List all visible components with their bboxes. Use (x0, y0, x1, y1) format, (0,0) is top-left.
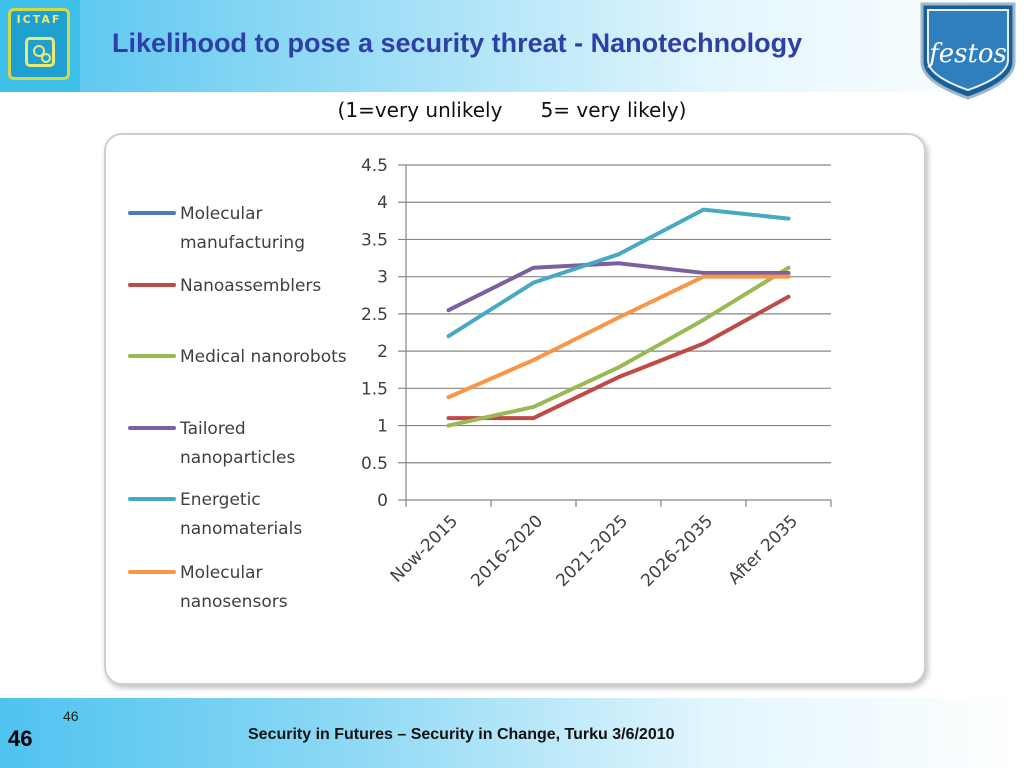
y-tick-label: 1 (377, 417, 388, 437)
series-line-2 (446, 265, 791, 428)
y-tick-label: 1.5 (361, 379, 388, 399)
series-line-4 (446, 207, 791, 339)
legend-label: manufacturing (180, 233, 305, 253)
series-line-5 (446, 274, 791, 400)
y-tick-label: 3.5 (361, 230, 388, 250)
legend-label: Energetic (180, 490, 261, 510)
festos-logo: festos (918, 0, 1018, 100)
ictaf-logo-frame: ICTAF (8, 8, 70, 80)
chip-icon (25, 37, 55, 67)
y-tick-label: 4 (377, 193, 388, 213)
x-tick-label: 2021-2025 (552, 511, 632, 591)
header-band (0, 0, 1024, 92)
festos-shield-icon: festos (920, 2, 1016, 100)
x-tick-label: After 2035 (725, 511, 802, 588)
chart-subtitle: (1=very unlikely 5= very likely) (337, 98, 687, 122)
chart-card: 4.5 4 3.5 3 2.5 2 1.5 1 0.5 0 Now-2015 2016-2020 202… (104, 133, 926, 685)
x-tick-label: 2026-2035 (637, 511, 717, 591)
legend-label: Tailored (179, 419, 246, 439)
festos-logo-text: festos (927, 39, 1007, 69)
legend-label: nanomaterials (180, 519, 302, 539)
y-tick-label: 0.5 (361, 454, 388, 474)
footer-band (0, 698, 1024, 768)
series-line-3 (446, 261, 791, 313)
page-title: Likelihood to pose a security threat - N… (112, 28, 803, 58)
y-tick-label: 3 (377, 268, 388, 288)
legend-label: nanosensors (180, 592, 288, 612)
y-tick-label: 2 (377, 342, 388, 362)
legend-label: Nanoassemblers (180, 276, 321, 296)
legend-label: Molecular (180, 204, 263, 224)
series-line-1 (446, 294, 791, 421)
footer-text: Security in Futures – Security in Change… (248, 726, 675, 743)
legend-label: Medical nanorobots (180, 347, 347, 367)
x-tick-label: Now-2015 (387, 511, 462, 586)
legend-label: Molecular (180, 563, 263, 583)
ictaf-logo-text: ICTAF (16, 13, 62, 26)
y-tick-label: 4.5 (361, 156, 388, 176)
x-tick-label: 2016-2020 (467, 511, 547, 591)
ictaf-logo: ICTAF (0, 0, 80, 92)
y-tick-label: 2.5 (361, 305, 388, 325)
slide-number-small: 46 (63, 708, 79, 724)
legend-label: nanoparticles (180, 448, 295, 468)
y-tick-label: 0 (377, 491, 388, 511)
slide-number: 46 (8, 726, 33, 751)
